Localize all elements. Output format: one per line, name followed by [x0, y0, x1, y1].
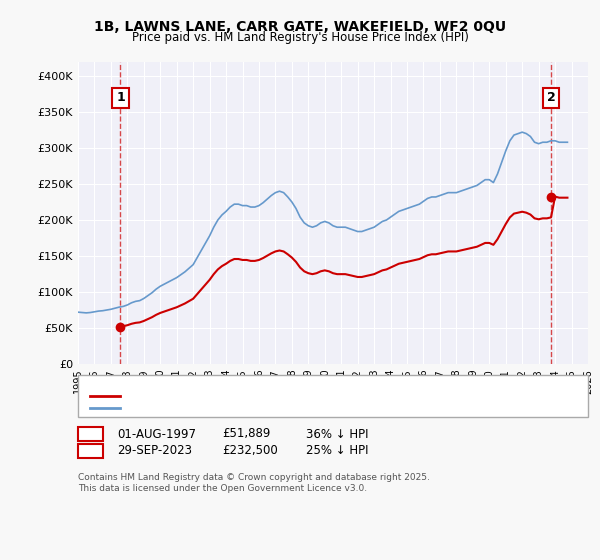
- Text: 1B, LAWNS LANE, CARR GATE, WAKEFIELD, WF2 0QU: 1B, LAWNS LANE, CARR GATE, WAKEFIELD, WF…: [94, 20, 506, 34]
- Text: £51,889: £51,889: [222, 427, 271, 441]
- Text: 2: 2: [547, 91, 556, 104]
- Text: £232,500: £232,500: [222, 444, 278, 458]
- Text: 1: 1: [86, 427, 95, 441]
- Text: 29-SEP-2023: 29-SEP-2023: [117, 444, 192, 458]
- Text: Contains HM Land Registry data © Crown copyright and database right 2025.
This d: Contains HM Land Registry data © Crown c…: [78, 473, 430, 493]
- Text: 1: 1: [116, 91, 125, 104]
- Text: 36% ↓ HPI: 36% ↓ HPI: [306, 427, 368, 441]
- Text: 2: 2: [86, 444, 95, 458]
- Text: HPI: Average price, detached house, Wakefield: HPI: Average price, detached house, Wake…: [126, 403, 370, 413]
- Text: 01-AUG-1997: 01-AUG-1997: [117, 427, 196, 441]
- Text: 1B, LAWNS LANE, CARR GATE, WAKEFIELD, WF2 0QU (detached house): 1B, LAWNS LANE, CARR GATE, WAKEFIELD, WF…: [126, 391, 496, 401]
- Text: 25% ↓ HPI: 25% ↓ HPI: [306, 444, 368, 458]
- Text: Price paid vs. HM Land Registry's House Price Index (HPI): Price paid vs. HM Land Registry's House …: [131, 31, 469, 44]
